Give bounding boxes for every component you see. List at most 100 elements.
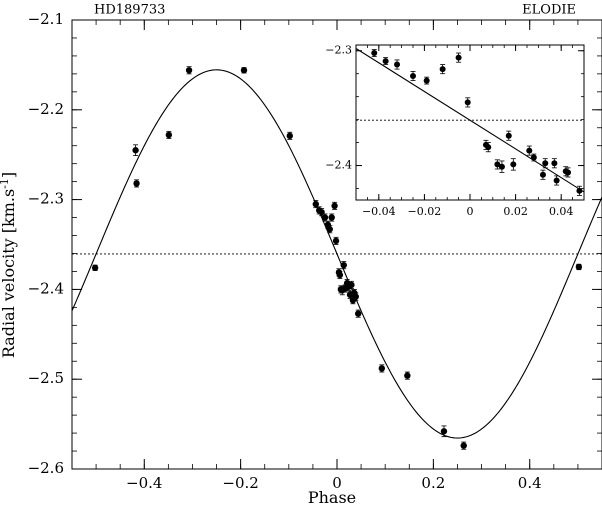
main-x-tick-label: 0.4 <box>518 474 542 492</box>
main-x-tick-label: −0.2 <box>222 474 258 492</box>
inset-x-tick-label: −0.02 <box>408 205 442 218</box>
inset-data-point <box>530 153 537 162</box>
main-data-point <box>240 67 248 74</box>
inset-data-marker <box>494 161 501 168</box>
inset-data-point <box>371 49 378 57</box>
main-data-marker <box>321 214 329 221</box>
main-data-point <box>332 236 340 245</box>
inset-data-marker <box>464 99 471 106</box>
main-y-tick-label: −2.1 <box>28 10 64 28</box>
inset-data-marker <box>551 160 558 167</box>
inset-plot: −0.04 −0.02 0 0.02 0.04 −2.3 −2.4 <box>325 44 585 218</box>
inset-data-marker <box>439 66 446 73</box>
main-data-point <box>286 131 293 140</box>
inset-data-point <box>510 158 517 171</box>
y-axis-title-unit-exponent: -1 <box>0 178 11 189</box>
inset-data-point <box>423 76 430 85</box>
main-data-point <box>133 179 140 188</box>
inset-y-tick-label: −2.4 <box>325 159 352 172</box>
inset-data-point <box>439 64 446 75</box>
inset-data-point <box>576 185 583 196</box>
main-data-point <box>318 208 325 217</box>
inset-data-point <box>382 57 389 65</box>
y-axis-title-text: Radial velocity [km.s <box>0 189 18 358</box>
inset-x-tick-label: 0.04 <box>549 205 574 218</box>
inset-data-point <box>464 97 471 108</box>
inset-data-point <box>551 158 558 169</box>
main-data-marker <box>91 264 99 272</box>
main-data-marker <box>404 372 411 379</box>
inset-data-marker <box>505 132 512 139</box>
main-data-marker <box>165 131 173 139</box>
inset-data-point <box>539 169 546 180</box>
inset-data-marker <box>539 171 546 178</box>
inset-data-point <box>455 52 462 63</box>
main-data-marker <box>348 281 355 289</box>
inset-data-marker <box>371 50 378 57</box>
main-model-curve <box>72 69 602 439</box>
main-data-point <box>575 263 583 271</box>
main-data-point <box>326 225 333 234</box>
main-data-marker <box>133 180 140 187</box>
inset-data-point <box>542 158 549 169</box>
main-y-tick-label: −2.6 <box>28 459 64 477</box>
main-data-marker <box>326 226 333 233</box>
main-data-point <box>378 364 386 373</box>
main-data-point <box>91 264 99 272</box>
main-data-marker <box>328 214 335 221</box>
main-data-marker <box>331 202 338 210</box>
main-plot-area <box>72 66 602 450</box>
inset-data-marker <box>526 147 533 154</box>
main-y-tick-label: −2.2 <box>28 100 64 118</box>
inset-data-point <box>505 130 512 141</box>
main-data-point <box>352 292 359 301</box>
main-data-marker <box>355 310 362 317</box>
inset-data-marker <box>530 154 537 161</box>
inset-plot-area <box>356 47 584 196</box>
inset-data-marker <box>565 169 572 176</box>
inset-data-marker <box>542 160 549 167</box>
inset-data-marker <box>382 58 389 65</box>
main-data-marker <box>340 261 347 269</box>
main-data-point <box>328 213 335 222</box>
main-plot: −0.4 −0.2 0 0.2 0.4 −2.1 −2.2 −2.3 −2.4 −2.5 −2.6 <box>28 10 602 492</box>
main-data-marker <box>378 365 386 372</box>
main-x-tick-label: 0 <box>332 474 342 492</box>
inset-data-point <box>494 159 501 170</box>
inset-x-tick-label: −0.04 <box>362 205 396 218</box>
main-data-marker <box>318 208 325 216</box>
inset-data-point <box>526 145 533 156</box>
main-data-marker <box>132 147 139 154</box>
inset-data-point <box>553 175 560 186</box>
chart-title-right: ELODIE <box>522 3 576 18</box>
main-data-point <box>321 213 329 222</box>
main-x-tick-label: −0.4 <box>126 474 162 492</box>
main-data-point <box>440 425 448 438</box>
main-data-point <box>340 261 347 270</box>
inset-data-point <box>394 59 401 70</box>
chart-title-left: HD189733 <box>94 3 165 18</box>
main-data-marker <box>440 428 448 435</box>
main-y-tick-label: −2.4 <box>28 279 64 297</box>
main-x-tick-label: 0.2 <box>421 474 445 492</box>
inset-data-marker <box>423 77 430 84</box>
inset-data-marker <box>576 187 583 194</box>
main-data-point <box>165 130 173 139</box>
y-axis-title: Radial velocity [km.s-1] <box>0 172 18 358</box>
inset-data-marker <box>410 73 416 79</box>
inset-y-tick-label: −2.3 <box>325 44 352 57</box>
main-data-marker <box>312 200 319 208</box>
main-data-point <box>331 201 338 210</box>
inset-data-marker <box>510 161 517 168</box>
inset-x-tick-label: 0.02 <box>503 205 528 218</box>
main-data-point <box>404 371 411 380</box>
main-data-marker <box>332 237 340 245</box>
main-data-marker <box>336 271 344 279</box>
main-data-point <box>460 441 467 450</box>
main-data-point <box>185 66 193 75</box>
inset-data-marker <box>455 54 462 61</box>
inset-data-marker <box>498 163 505 170</box>
inset-data-marker <box>485 144 492 151</box>
inset-data-point <box>565 167 572 178</box>
